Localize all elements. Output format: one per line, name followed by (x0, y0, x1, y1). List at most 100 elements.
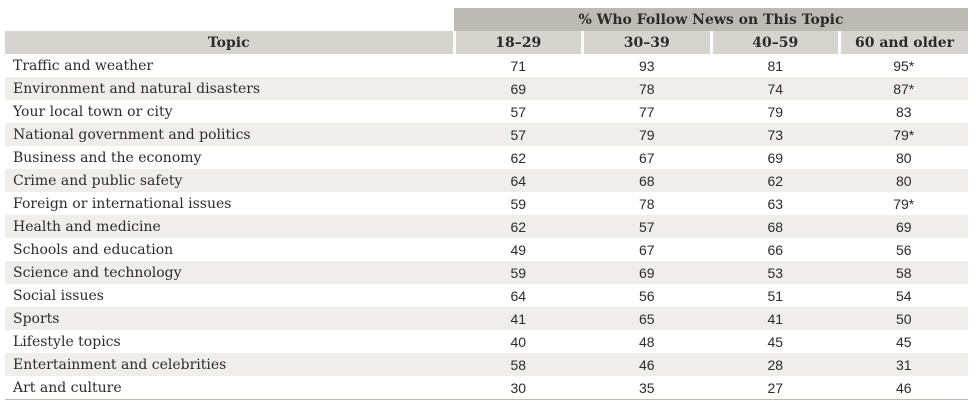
topic-cell: Environment and natural disasters (5, 77, 454, 100)
value-cell-60-and-older: 58 (839, 261, 968, 284)
value-cell-60-and-older: 80 (839, 146, 968, 169)
value-cell-60-and-older: 87* (839, 77, 968, 100)
topic-cell: Your local town or city (5, 100, 454, 123)
table-row: Business and the economy 62 67 69 80 (5, 146, 968, 169)
value-cell-40-59: 74 (711, 77, 840, 100)
value-cell-18-29: 71 (454, 54, 583, 77)
value-cell-40-59: 51 (711, 284, 840, 307)
topic-cell: Social issues (5, 284, 454, 307)
topic-cell: Entertainment and celebrities (5, 353, 454, 376)
value-cell-60-and-older: 31 (839, 353, 968, 376)
value-cell-40-59: 68 (711, 215, 840, 238)
value-cell-30-39: 56 (582, 284, 711, 307)
topic-cell: Schools and education (5, 238, 454, 261)
table-body: Traffic and weather 71 93 81 95* Environment … (5, 54, 968, 400)
column-header-18-29: 18–29 (452, 31, 583, 54)
value-cell-40-59: 73 (711, 123, 840, 146)
value-cell-40-59: 27 (711, 376, 840, 400)
table-row: Entertainment and celebrities 58 46 28 31 (5, 353, 968, 376)
table-row: Environment and natural disasters 69 78 74 8… (5, 77, 968, 100)
value-cell-18-29: 64 (454, 169, 583, 192)
value-cell-60-and-older: 56 (839, 238, 968, 261)
table-row: Health and medicine 62 57 68 69 (5, 215, 968, 238)
value-cell-18-29: 41 (454, 307, 583, 330)
table-row: Your local town or city 57 77 79 83 (5, 100, 968, 123)
table-row: Foreign or international issues 59 78 63 79* (5, 192, 968, 215)
value-cell-18-29: 62 (454, 215, 583, 238)
value-cell-30-39: 67 (582, 146, 711, 169)
topic-cell: Sports (5, 307, 454, 330)
value-cell-18-29: 30 (454, 376, 583, 400)
value-cell-30-39: 78 (582, 77, 711, 100)
value-cell-60-and-older: 46 (839, 376, 968, 400)
table-row: National government and politics 57 79 73 79… (5, 123, 968, 146)
value-cell-18-29: 58 (454, 353, 583, 376)
group-header-spacer (5, 8, 454, 31)
table-row: Social issues 64 56 51 54 (5, 284, 968, 307)
table-row: Crime and public safety 64 68 62 80 (5, 169, 968, 192)
column-header-topic: Topic (5, 31, 454, 54)
value-cell-40-59: 62 (711, 169, 840, 192)
table-row: Lifestyle topics 40 48 45 45 (5, 330, 968, 353)
value-cell-40-59: 63 (711, 192, 840, 215)
value-cell-18-29: 40 (454, 330, 583, 353)
value-cell-60-and-older: 83 (839, 100, 968, 123)
column-header-30-39: 30–39 (581, 31, 711, 54)
table-row: Art and culture 30 35 27 46 (5, 376, 968, 400)
topic-cell: Science and technology (5, 261, 454, 284)
value-cell-60-and-older: 50 (839, 307, 968, 330)
table-row: Schools and education 49 67 66 56 (5, 238, 968, 261)
group-header: % Who Follow News on This Topic (454, 8, 968, 31)
table-row: Traffic and weather 71 93 81 95* (5, 54, 968, 77)
topic-cell: National government and politics (5, 123, 454, 146)
value-cell-30-39: 78 (582, 192, 711, 215)
value-cell-40-59: 69 (711, 146, 840, 169)
value-cell-30-39: 93 (582, 54, 711, 77)
value-cell-60-and-older: 79* (839, 123, 968, 146)
value-cell-30-39: 79 (582, 123, 711, 146)
value-cell-30-39: 77 (582, 100, 711, 123)
value-cell-18-29: 57 (454, 123, 583, 146)
value-cell-18-29: 59 (454, 261, 583, 284)
value-cell-40-59: 45 (711, 330, 840, 353)
topic-cell: Art and culture (5, 376, 454, 400)
topic-cell: Traffic and weather (5, 54, 454, 77)
value-cell-30-39: 57 (582, 215, 711, 238)
column-header-60-and-older: 60 and older (838, 31, 968, 54)
value-cell-40-59: 81 (711, 54, 840, 77)
topic-cell: Business and the economy (5, 146, 454, 169)
value-cell-18-29: 59 (454, 192, 583, 215)
value-cell-60-and-older: 69 (839, 215, 968, 238)
value-cell-30-39: 69 (582, 261, 711, 284)
column-header-row: Topic 18–29 30–39 40–59 60 and older (5, 31, 968, 54)
value-cell-40-59: 28 (711, 353, 840, 376)
value-cell-40-59: 66 (711, 238, 840, 261)
topic-cell: Foreign or international issues (5, 192, 454, 215)
column-header-40-59: 40–59 (709, 31, 840, 54)
value-cell-60-and-older: 54 (839, 284, 968, 307)
value-cell-30-39: 65 (582, 307, 711, 330)
value-cell-30-39: 46 (582, 353, 711, 376)
value-cell-18-29: 69 (454, 77, 583, 100)
value-cell-30-39: 48 (582, 330, 711, 353)
table-row: Science and technology 59 69 53 58 (5, 261, 968, 284)
value-cell-40-59: 53 (711, 261, 840, 284)
value-cell-18-29: 64 (454, 284, 583, 307)
news-topics-table: % Who Follow News on This Topic Topic 18… (5, 8, 968, 400)
value-cell-60-and-older: 80 (839, 169, 968, 192)
value-cell-18-29: 49 (454, 238, 583, 261)
value-cell-40-59: 41 (711, 307, 840, 330)
value-cell-60-and-older: 79* (839, 192, 968, 215)
topic-cell: Health and medicine (5, 215, 454, 238)
topic-cell: Crime and public safety (5, 169, 454, 192)
group-header-row: % Who Follow News on This Topic (5, 8, 968, 31)
value-cell-30-39: 68 (582, 169, 711, 192)
news-topics-table-container: % Who Follow News on This Topic Topic 18… (5, 8, 968, 400)
value-cell-30-39: 67 (582, 238, 711, 261)
value-cell-40-59: 79 (711, 100, 840, 123)
topic-cell: Lifestyle topics (5, 330, 454, 353)
value-cell-60-and-older: 95* (839, 54, 968, 77)
value-cell-60-and-older: 45 (839, 330, 968, 353)
value-cell-18-29: 57 (454, 100, 583, 123)
table-row: Sports 41 65 41 50 (5, 307, 968, 330)
